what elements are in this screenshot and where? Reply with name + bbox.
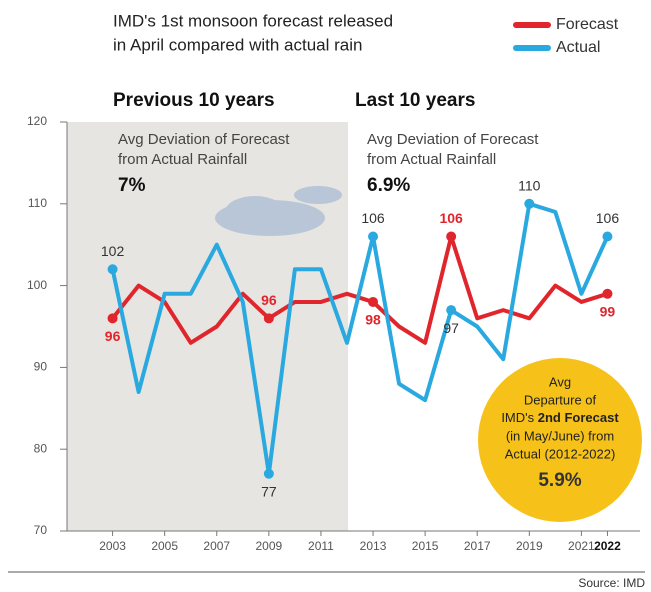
x-tick-label: 2013 <box>360 539 387 553</box>
period-note: Avg Deviation of Forecast <box>367 131 539 148</box>
data-label: 99 <box>600 303 616 319</box>
data-label: 96 <box>105 328 121 344</box>
callout-text: IMD's 2nd Forecast <box>501 410 619 425</box>
data-label: 98 <box>365 312 381 328</box>
y-tick-label: 70 <box>34 523 48 537</box>
data-point <box>446 305 457 316</box>
y-tick-label: 90 <box>34 360 48 374</box>
data-label: 106 <box>596 210 620 226</box>
period-deviation: 6.9% <box>367 175 410 196</box>
period-note: from Actual Rainfall <box>367 151 496 168</box>
clouds <box>215 186 342 236</box>
data-label: 96 <box>261 292 277 308</box>
x-tick-label: 2022 <box>594 539 621 553</box>
callout-text: Avg <box>549 374 571 389</box>
source: Source: IMD <box>578 576 645 590</box>
x-tick-label: 2011 <box>308 539 334 553</box>
callout-text: (in May/June) from <box>506 428 614 443</box>
callout-value: 5.9% <box>538 470 581 491</box>
series-line <box>110 201 610 476</box>
callout-text: Actual (2012-2022) <box>505 446 616 461</box>
period-deviation: 7% <box>118 175 146 196</box>
x-tick-label: 2019 <box>516 539 543 553</box>
period-note: Avg Deviation of Forecast <box>118 131 290 148</box>
data-point <box>602 288 613 299</box>
data-point <box>107 264 118 275</box>
data-label: 97 <box>443 320 459 336</box>
period-heading: Last 10 years <box>355 90 475 111</box>
y-tick-label: 110 <box>28 196 47 210</box>
x-tick-label: 2009 <box>256 539 283 553</box>
data-point <box>524 198 535 209</box>
x-tick-label: 2021 <box>568 539 595 553</box>
previous-period-shade <box>67 122 348 531</box>
callout-text: Departure of <box>524 392 597 407</box>
y-tick-label: 100 <box>27 278 47 292</box>
period-note: from Actual Rainfall <box>118 151 247 168</box>
x-tick-label: 2015 <box>412 539 439 553</box>
x-tick-label: 2005 <box>151 539 178 553</box>
legend-label: Actual <box>556 39 600 56</box>
data-point <box>602 231 613 242</box>
y-tick-label: 120 <box>27 114 47 128</box>
data-label: 77 <box>261 483 277 499</box>
period-heading: Previous 10 years <box>113 90 275 111</box>
data-label: 110 <box>518 178 541 194</box>
data-point <box>107 313 118 324</box>
data-label: 106 <box>361 210 385 226</box>
data-label: 102 <box>101 243 125 259</box>
chart-title: in April compared with actual rain <box>113 35 362 54</box>
x-tick-label: 2003 <box>99 539 126 553</box>
x-tick-label: 2017 <box>464 539 491 553</box>
data-point <box>368 231 379 242</box>
callout-text: IMD's <box>501 410 537 425</box>
legend-label: Forecast <box>556 16 619 33</box>
data-label: 106 <box>439 210 463 226</box>
y-tick-label: 80 <box>34 441 48 455</box>
chart-title: IMD's 1st monsoon forecast released <box>113 11 393 30</box>
x-tick-label: 2007 <box>203 539 230 553</box>
callout-bold: 2nd Forecast <box>538 410 620 425</box>
callout-circle <box>478 358 642 522</box>
data-point <box>446 231 457 242</box>
plot: 70 80 90 100 110 120 2003 2005 2007 2009 2011 2013 2… <box>27 114 621 553</box>
data-point <box>263 468 274 479</box>
data-point <box>263 313 274 324</box>
data-point <box>368 296 379 307</box>
